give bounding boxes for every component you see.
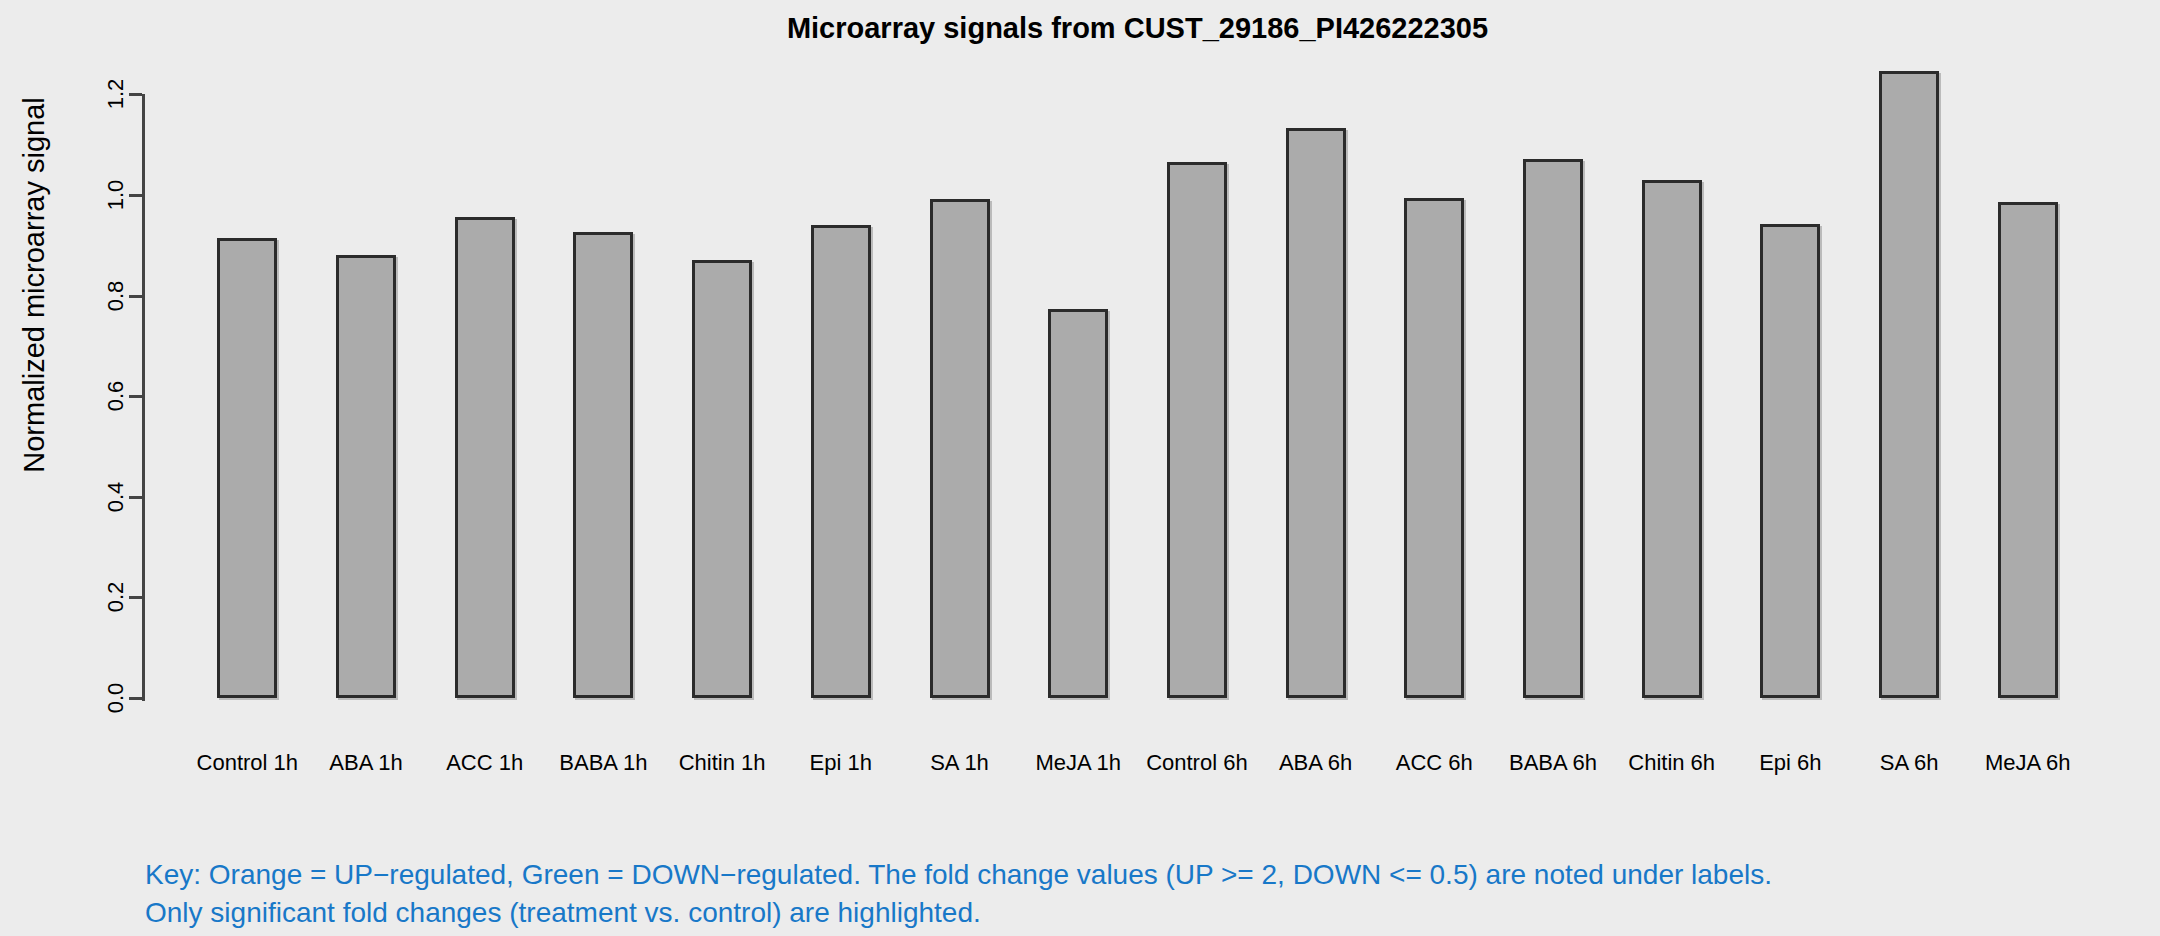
y-tick-label: 1.0 <box>94 163 138 227</box>
bar-meja-1h <box>1048 309 1108 698</box>
bar-epi-6h <box>1760 224 1820 698</box>
y-axis-title: Normalized microarray signal <box>18 97 51 473</box>
chart-title: Microarray signals from CUST_29186_PI426… <box>145 12 2130 45</box>
y-tick-label: 0.4 <box>94 465 138 529</box>
bar-acc-6h <box>1404 198 1464 698</box>
key-text-line-1: Key: Orange = UP−regulated, Green = DOWN… <box>145 856 1772 894</box>
y-tick-label: 0.0 <box>94 666 138 730</box>
bar-baba-6h <box>1523 159 1583 698</box>
y-tick-label: 0.8 <box>94 264 138 328</box>
bar-chitin-1h <box>692 260 752 698</box>
bar-control-1h <box>217 238 277 698</box>
bar-sa-1h <box>930 199 990 698</box>
bar-aba-6h <box>1286 128 1346 698</box>
bar-epi-1h <box>811 225 871 698</box>
y-tick-label: 0.6 <box>94 364 138 428</box>
y-axis-line <box>142 94 145 701</box>
bar-meja-6h <box>1998 202 2058 698</box>
bar-baba-1h <box>573 232 633 698</box>
bar-aba-1h <box>336 255 396 698</box>
bar-chitin-6h <box>1642 180 1702 698</box>
y-tick-label: 0.2 <box>94 565 138 629</box>
key-text: Key: Orange = UP−regulated, Green = DOWN… <box>145 856 1772 932</box>
y-tick-label: 1.2 <box>94 62 138 126</box>
bar-sa-6h <box>1879 71 1939 698</box>
bar-acc-1h <box>455 217 515 698</box>
key-text-line-2: Only significant fold changes (treatment… <box>145 894 1772 932</box>
barplot-figure: Microarray signals from CUST_29186_PI426… <box>0 0 2160 936</box>
x-axis-label: MeJA 6h <box>1948 750 2108 776</box>
bar-control-6h <box>1167 162 1227 698</box>
